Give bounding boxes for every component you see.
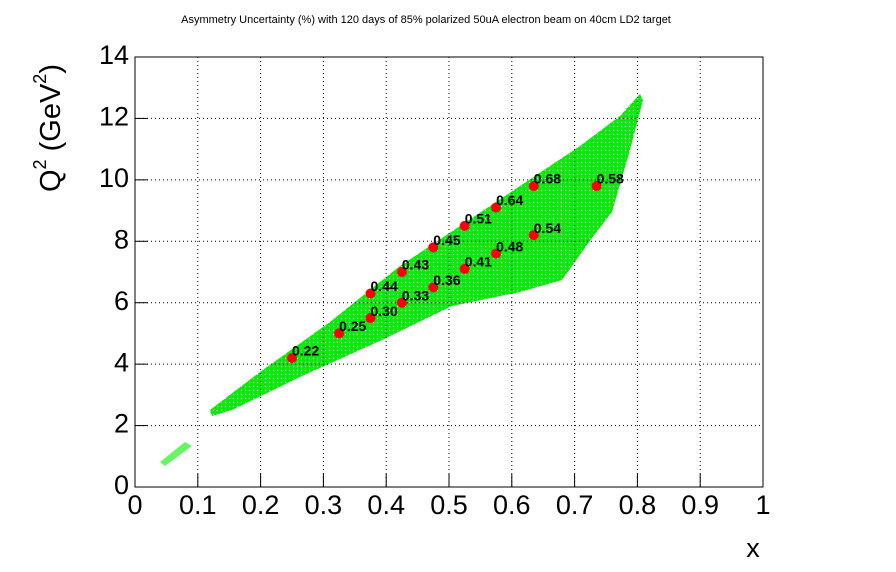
y-label-part: Q — [35, 169, 67, 192]
point-label: 0.22 — [292, 343, 319, 359]
point-label: 0.25 — [339, 318, 366, 334]
y-axis-label: Q2 (GeV2) — [30, 64, 67, 192]
point — [428, 242, 439, 253]
point — [396, 267, 407, 277]
point — [528, 230, 539, 241]
point-label: 0.68 — [534, 171, 561, 187]
plot-frame — [134, 56, 764, 488]
point-label: 0.64 — [496, 192, 523, 208]
point — [334, 328, 345, 339]
y-label-part: 2 — [30, 74, 50, 84]
x-tick-label: 0.4 — [367, 490, 405, 520]
x-tick-label: 0.3 — [305, 490, 343, 520]
x-tick-label: 0.5 — [430, 490, 468, 520]
point — [491, 202, 502, 213]
y-tick-label: 14 — [99, 40, 129, 70]
y-label-part: (GeV — [35, 83, 67, 159]
y-label-part: 2 — [30, 159, 50, 169]
point-label: 0.45 — [433, 232, 460, 248]
coverage-tail — [160, 442, 192, 466]
point-label: 0.43 — [402, 257, 429, 273]
point-label: 0.58 — [597, 171, 624, 187]
x-axis-label: x — [746, 533, 760, 563]
point — [396, 297, 407, 308]
point — [591, 181, 602, 191]
point-label: 0.30 — [371, 303, 398, 319]
coverage-region — [160, 94, 643, 466]
coverage-area — [210, 94, 643, 416]
x-tick-label: 0.9 — [681, 490, 719, 520]
y-label-part: ) — [35, 64, 67, 74]
x-tick-label: 0.8 — [619, 490, 657, 520]
point-label: 0.33 — [402, 287, 429, 303]
point — [459, 263, 470, 274]
point-label: 0.44 — [371, 278, 398, 294]
point — [365, 288, 376, 299]
point — [528, 181, 539, 191]
point-label: 0.54 — [534, 220, 561, 236]
y-tick-label: 6 — [114, 286, 129, 316]
chart-title: Asymmetry Uncertainty (%) with 120 days … — [181, 14, 671, 26]
y-tick-label: 2 — [114, 409, 129, 439]
y-tick-label: 4 — [114, 347, 129, 377]
point-label: 0.41 — [465, 254, 492, 270]
point — [365, 313, 376, 324]
point-label: 0.51 — [465, 211, 492, 227]
x-tick-label: 0.6 — [493, 490, 531, 520]
x-tick-label: 0 — [127, 490, 142, 520]
y-tick-label: 8 — [114, 224, 129, 254]
point-label: 0.36 — [433, 272, 460, 288]
x-tick-label: 0.2 — [242, 490, 280, 520]
point — [459, 220, 470, 231]
point — [287, 353, 297, 363]
y-tick-label: 10 — [99, 163, 129, 193]
y-tick-label: 12 — [99, 102, 129, 132]
point — [428, 282, 439, 293]
x-tick-label: 1 — [755, 490, 770, 520]
point-label: 0.48 — [496, 238, 523, 254]
x-tick-label: 0.1 — [179, 490, 217, 520]
point — [491, 248, 502, 259]
y-tick-label: 0 — [114, 470, 129, 500]
x-tick-label: 0.7 — [556, 490, 594, 520]
